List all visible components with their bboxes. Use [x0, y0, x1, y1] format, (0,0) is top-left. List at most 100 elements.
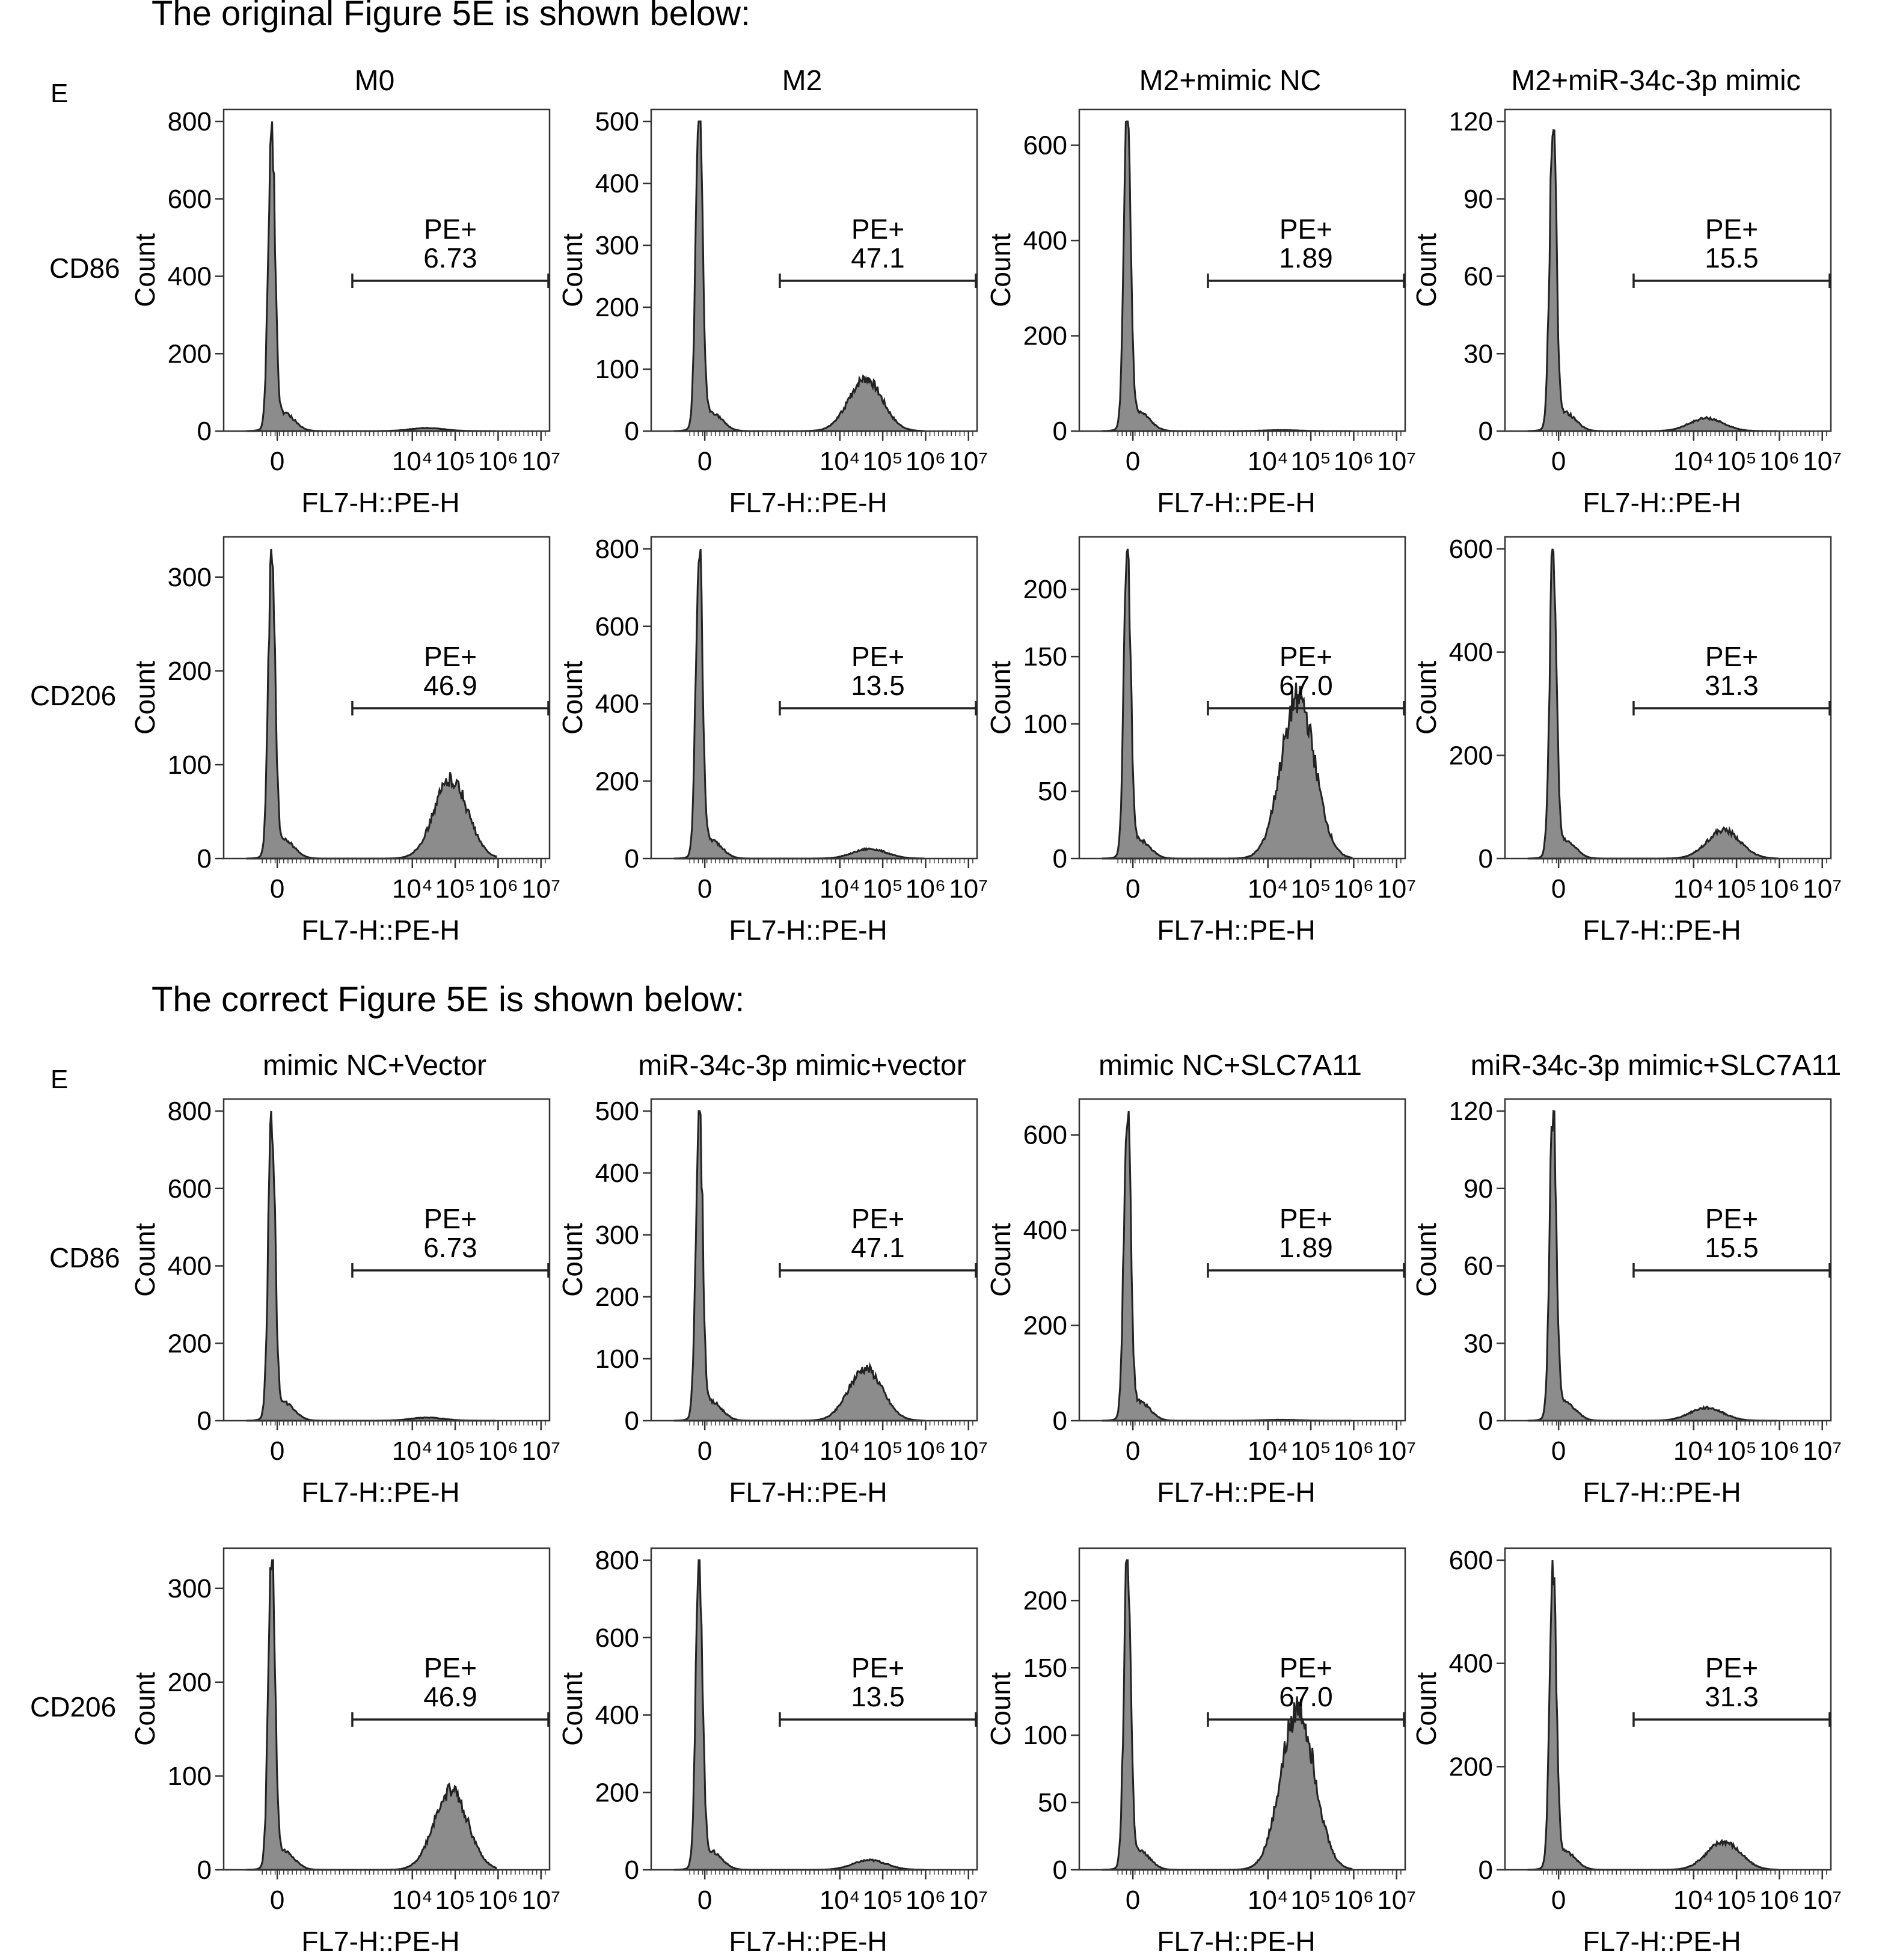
x-tick-label: 10⁵: [1291, 1885, 1331, 1915]
y-tick-label: 600: [1449, 1546, 1493, 1575]
histogram-curve: [673, 120, 925, 432]
y-tick-label: 200: [1023, 1586, 1067, 1615]
gate-label: PE+: [1705, 1652, 1758, 1683]
x-tick-label: 10⁷: [1803, 1885, 1842, 1915]
y-tick-label: 500: [595, 107, 639, 136]
x-tick-label: 10⁵: [1717, 447, 1757, 476]
x-tick-label: 10⁴: [1248, 1436, 1289, 1466]
y-tick-label: 800: [595, 1546, 639, 1575]
column-title: miR-34c-3p mimic+vector: [638, 1050, 966, 1082]
gate-label: PE+: [1705, 641, 1758, 672]
x-tick-label: 10⁵: [1291, 447, 1331, 476]
x-tick-label: 0: [1551, 874, 1566, 904]
y-tick-label: 0: [1479, 1406, 1493, 1436]
column-title: mimic NC+Vector: [263, 1050, 486, 1082]
section-heading: The original Figure 5E is shown below:: [152, 0, 750, 33]
x-tick-label: 10⁵: [435, 447, 476, 476]
y-axis-label: Count: [1411, 233, 1442, 307]
gate-percent: 46.9: [423, 1681, 477, 1712]
y-tick-label: 0: [197, 1855, 212, 1885]
y-axis-label: Count: [985, 1223, 1016, 1297]
y-tick-label: 400: [595, 690, 639, 719]
x-tick-label: 10⁶: [478, 447, 518, 476]
y-tick-label: 0: [625, 1855, 639, 1885]
y-axis-label: Count: [985, 233, 1016, 307]
x-tick-label: 0: [697, 1885, 712, 1915]
x-tick-label: 10⁵: [1717, 1885, 1757, 1915]
x-tick-label: 10⁵: [1717, 1436, 1757, 1466]
y-tick-label: 0: [1479, 1855, 1493, 1885]
y-tick-label: 600: [595, 612, 639, 642]
x-tick-label: 10⁶: [906, 874, 946, 904]
histogram-curve: [1527, 548, 1779, 860]
y-tick-label: 600: [1023, 1121, 1067, 1150]
x-tick-label: 0: [270, 1436, 284, 1466]
x-tick-label: 0: [1126, 1885, 1140, 1915]
x-tick-label: 0: [1126, 874, 1140, 904]
y-tick-label: 150: [1023, 1653, 1067, 1683]
column-title: M2+mimic NC: [1139, 65, 1322, 97]
y-tick-label: 0: [625, 417, 639, 446]
x-tick-label: 10⁴: [820, 447, 860, 476]
x-tick-label: 10⁴: [1673, 447, 1714, 476]
y-tick-label: 600: [1023, 131, 1067, 161]
x-tick-label: 10⁶: [1334, 447, 1374, 476]
x-axis-label: FL7-H::PE-H: [1583, 487, 1741, 518]
y-tick-label: 400: [1449, 638, 1493, 667]
histogram-curve: [1102, 1110, 1352, 1422]
x-tick-label: 10⁶: [478, 874, 518, 904]
y-axis-label: Count: [129, 661, 161, 735]
histogram-curve: [1527, 1109, 1777, 1422]
x-tick-label: 10⁷: [1803, 874, 1842, 904]
x-tick-label: 10⁷: [1803, 447, 1842, 476]
x-tick-label: 10⁴: [1673, 1885, 1714, 1915]
gate-label: PE+: [1280, 1203, 1332, 1234]
x-tick-label: 10⁴: [1248, 1885, 1289, 1915]
x-tick-label: 10⁴: [392, 1885, 433, 1915]
column-title: M2: [782, 65, 823, 97]
y-tick-label: 0: [197, 1406, 212, 1436]
x-tick-label: 10⁶: [1759, 1885, 1800, 1915]
x-axis-label: FL7-H::PE-H: [301, 1926, 459, 1957]
x-tick-label: 10⁵: [863, 447, 903, 476]
x-tick-label: 10⁴: [1248, 447, 1289, 476]
x-tick-label: 10⁶: [906, 1885, 946, 1915]
x-tick-label: 10⁴: [820, 1885, 860, 1915]
gate-label: PE+: [424, 1203, 477, 1234]
x-tick-label: 0: [697, 874, 712, 904]
column-title: miR-34c-3p mimic+SLC7A11: [1471, 1050, 1842, 1082]
y-tick-label: 0: [1053, 1855, 1067, 1885]
row-label: CD86: [49, 253, 120, 284]
y-axis-label: Count: [557, 1223, 588, 1297]
x-tick-label: 10⁵: [863, 874, 903, 904]
column-title: M0: [355, 65, 395, 97]
y-tick-label: 0: [1053, 844, 1067, 874]
x-tick-label: 0: [270, 447, 284, 476]
y-axis-label: Count: [557, 1672, 588, 1746]
x-tick-label: 10⁴: [820, 1436, 860, 1466]
row-label: CD86: [49, 1242, 120, 1273]
x-tick-label: 10⁴: [1673, 874, 1714, 904]
x-tick-label: 0: [270, 874, 284, 904]
x-tick-label: 10⁷: [949, 1436, 988, 1466]
histogram-curve: [246, 121, 496, 432]
x-tick-label: 10⁶: [906, 447, 946, 476]
y-tick-label: 200: [595, 1778, 639, 1807]
x-tick-label: 10⁷: [521, 1885, 560, 1915]
y-tick-label: 600: [168, 1174, 212, 1204]
row-label: CD206: [30, 1691, 116, 1723]
y-axis-label: Count: [1411, 1672, 1442, 1746]
y-tick-label: 120: [1449, 1097, 1493, 1126]
gate-percent: 6.73: [423, 242, 477, 274]
y-axis-label: Count: [557, 661, 588, 735]
y-tick-label: 200: [1023, 575, 1067, 604]
x-tick-label: 10⁵: [435, 874, 476, 904]
x-tick-label: 0: [1551, 1436, 1566, 1466]
y-tick-label: 200: [1023, 1311, 1067, 1341]
x-axis-label: FL7-H::PE-H: [1583, 1926, 1741, 1957]
gate-percent: 1.89: [1279, 242, 1333, 274]
y-axis-label: Count: [129, 1672, 161, 1746]
x-tick-label: 10⁷: [1377, 1436, 1416, 1466]
